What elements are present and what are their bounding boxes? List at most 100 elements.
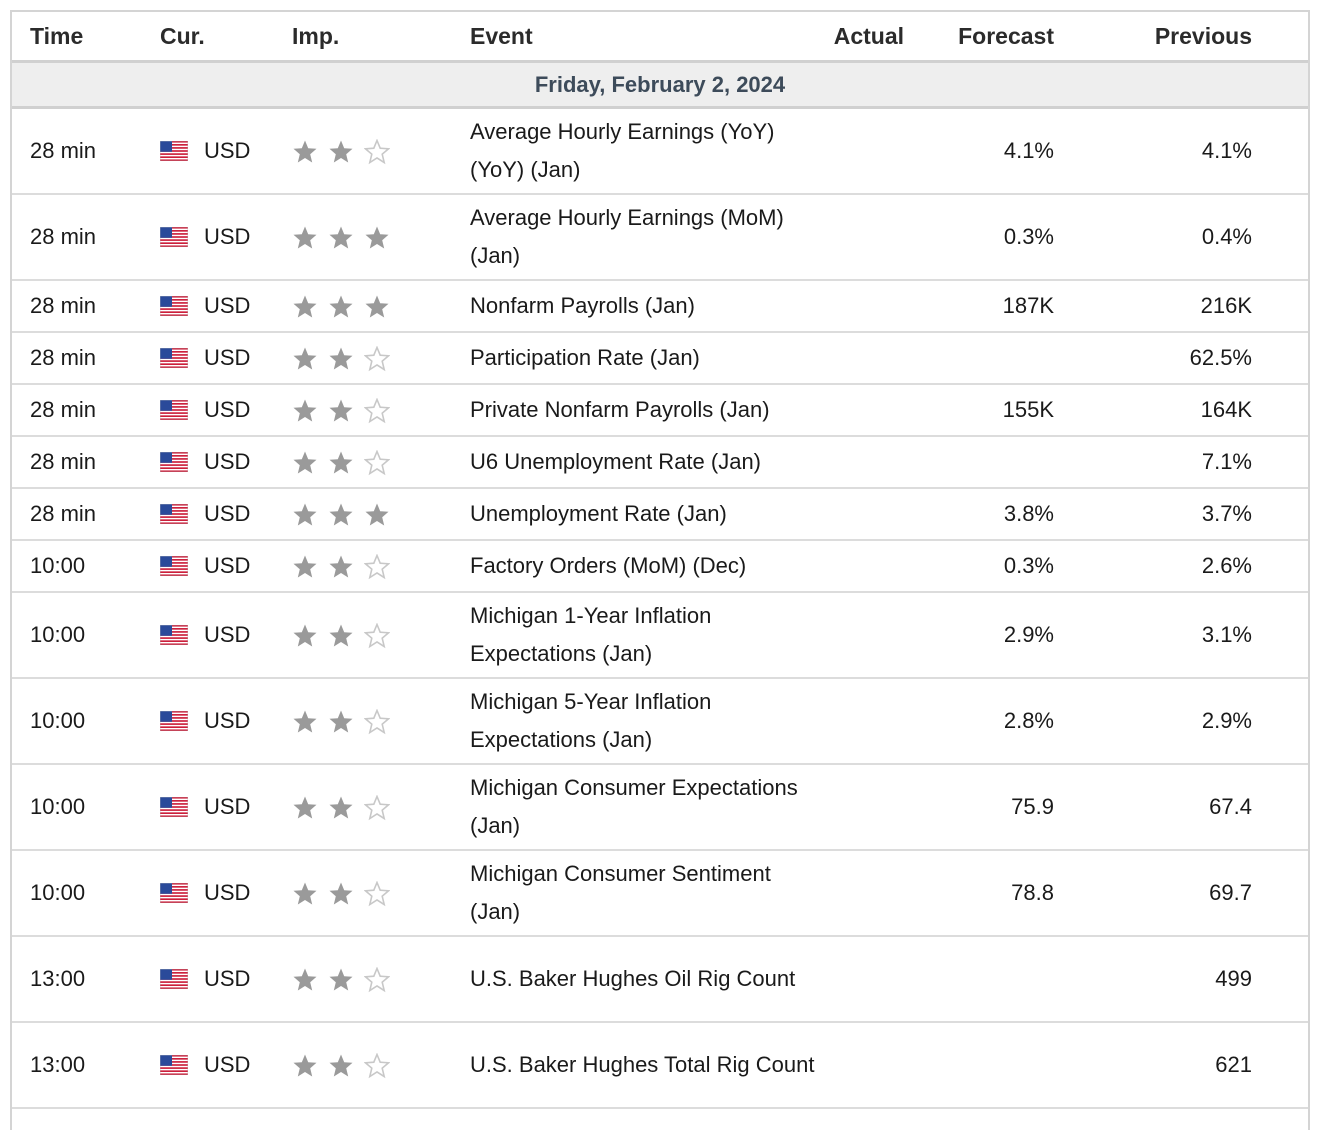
star-empty-icon	[363, 708, 391, 735]
table-row[interactable]: 28 min USD Private Nonfarm Payrolls (Jan) 1…	[12, 384, 1308, 437]
star-empty-icon	[363, 345, 391, 372]
star-empty-icon	[363, 880, 391, 907]
event-previous: 62.5%	[1076, 332, 1308, 385]
star-filled-icon	[328, 502, 354, 528]
event-name[interactable]: Factory Orders (MoM) (Dec)	[452, 540, 822, 593]
header-forecast: Forecast	[932, 12, 1076, 63]
event-time: 10:00	[12, 678, 142, 765]
table-row[interactable]: 28 min USD Average Hourly Earnings (MoM) (…	[12, 194, 1308, 281]
us-flag-icon	[159, 295, 189, 316]
event-forecast: 3.8%	[932, 488, 1076, 541]
event-name[interactable]: Unemployment Rate (Jan)	[452, 488, 822, 541]
currency-code: USD	[204, 880, 251, 906]
table-row[interactable]: 28 min USD U6 Unemployment Rate (Jan) 7.1%	[12, 436, 1308, 489]
star-filled-icon	[328, 346, 354, 372]
table-row[interactable]: 13:00 USD U.S. Baker Hughes Oil Rig Count 4…	[12, 936, 1308, 1023]
event-actual	[822, 1022, 932, 1109]
event-actual	[822, 107, 932, 195]
currency-code: USD	[204, 708, 251, 734]
header-currency: Cur.	[142, 12, 274, 63]
table-row[interactable]: 10:00 USD Factory Orders (MoM) (Dec) 0.3% 2.…	[12, 540, 1308, 593]
star-filled-icon	[328, 967, 354, 993]
table-row[interactable]: 28 min USD Unemployment Rate (Jan) 3.8% 3.7%	[12, 488, 1308, 541]
event-time: 28 min	[12, 194, 142, 281]
event-currency: USD	[142, 384, 274, 437]
table-row[interactable]: 28 min USD Participation Rate (Jan) 62.5%	[12, 332, 1308, 385]
event-forecast: 4.1%	[932, 107, 1076, 195]
event-importance	[274, 488, 452, 541]
event-previous: 3.7%	[1076, 488, 1308, 541]
star-empty-icon	[363, 397, 391, 424]
star-filled-icon	[328, 795, 354, 821]
event-currency: USD	[142, 850, 274, 937]
star-filled-icon	[328, 398, 354, 424]
event-forecast	[932, 936, 1076, 1023]
event-importance	[274, 1022, 452, 1109]
table-row[interactable]: 10:00 USD Michigan 1-Year Inflation Expect…	[12, 592, 1308, 679]
currency-code: USD	[204, 397, 251, 423]
us-flag-icon	[159, 624, 189, 645]
star-filled-icon	[328, 554, 354, 580]
event-currency: USD	[142, 280, 274, 333]
event-importance	[274, 107, 452, 195]
star-empty-icon	[363, 794, 391, 821]
star-filled-icon	[292, 967, 318, 993]
event-previous: 499	[1076, 936, 1308, 1023]
event-previous: 0.4%	[1076, 194, 1308, 281]
header-importance: Imp.	[274, 12, 452, 63]
table-row[interactable]: 13:00 USD U.S. Baker Hughes Total Rig Coun…	[12, 1022, 1308, 1109]
event-name[interactable]: Michigan Consumer Expectations (Jan)	[452, 764, 822, 851]
currency-code: USD	[204, 622, 251, 648]
event-actual	[822, 850, 932, 937]
star-filled-icon	[328, 139, 354, 165]
table-row[interactable]: 28 min USD Average Hourly Earnings (YoY) (…	[12, 107, 1308, 195]
event-previous: 3.1%	[1076, 592, 1308, 679]
us-flag-icon	[159, 347, 189, 368]
event-previous: 621	[1076, 1022, 1308, 1109]
events-table: Time Cur. Imp. Event Actual Forecast Pre…	[12, 12, 1308, 1109]
star-filled-icon	[292, 795, 318, 821]
importance-stars	[292, 449, 400, 476]
event-time: 28 min	[12, 107, 142, 195]
currency-code: USD	[204, 501, 251, 527]
importance-stars	[292, 501, 400, 528]
us-flag-icon	[159, 399, 189, 420]
event-name[interactable]: U.S. Baker Hughes Total Rig Count	[452, 1022, 822, 1109]
event-name[interactable]: Participation Rate (Jan)	[452, 332, 822, 385]
event-forecast: 155K	[932, 384, 1076, 437]
event-forecast: 78.8	[932, 850, 1076, 937]
currency-code: USD	[204, 224, 251, 250]
importance-stars	[292, 345, 400, 372]
event-actual	[822, 488, 932, 541]
star-empty-icon	[363, 1052, 391, 1079]
event-name[interactable]: Michigan 1-Year Inflation Expectations (…	[452, 592, 822, 679]
event-name[interactable]: Nonfarm Payrolls (Jan)	[452, 280, 822, 333]
table-row[interactable]: 10:00 USD Michigan 5-Year Inflation Expect…	[12, 678, 1308, 765]
us-flag-icon	[159, 451, 189, 472]
event-importance	[274, 678, 452, 765]
event-name[interactable]: Private Nonfarm Payrolls (Jan)	[452, 384, 822, 437]
importance-stars	[292, 880, 400, 907]
importance-stars	[292, 553, 400, 580]
star-filled-icon	[328, 450, 354, 476]
event-name[interactable]: Average Hourly Earnings (YoY) (YoY) (Jan…	[452, 107, 822, 195]
table-row[interactable]: 10:00 USD Michigan Consumer Sentiment (Jan…	[12, 850, 1308, 937]
event-importance	[274, 764, 452, 851]
star-filled-icon	[292, 502, 318, 528]
table-row[interactable]: 10:00 USD Michigan Consumer Expectations (…	[12, 764, 1308, 851]
event-name[interactable]: U.S. Baker Hughes Oil Rig Count	[452, 936, 822, 1023]
event-name[interactable]: Average Hourly Earnings (MoM) (Jan)	[452, 194, 822, 281]
us-flag-icon	[159, 503, 189, 524]
event-previous: 2.6%	[1076, 540, 1308, 593]
event-currency: USD	[142, 764, 274, 851]
table-row[interactable]: 28 min USD Nonfarm Payrolls (Jan) 187K 216K	[12, 280, 1308, 333]
event-importance	[274, 540, 452, 593]
economic-calendar: Time Cur. Imp. Event Actual Forecast Pre…	[10, 10, 1310, 1130]
currency-code: USD	[204, 1052, 251, 1078]
event-name[interactable]: Michigan 5-Year Inflation Expectations (…	[452, 678, 822, 765]
event-name[interactable]: U6 Unemployment Rate (Jan)	[452, 436, 822, 489]
event-name[interactable]: Michigan Consumer Sentiment (Jan)	[452, 850, 822, 937]
currency-code: USD	[204, 345, 251, 371]
importance-stars	[292, 622, 400, 649]
star-filled-icon	[292, 1053, 318, 1079]
